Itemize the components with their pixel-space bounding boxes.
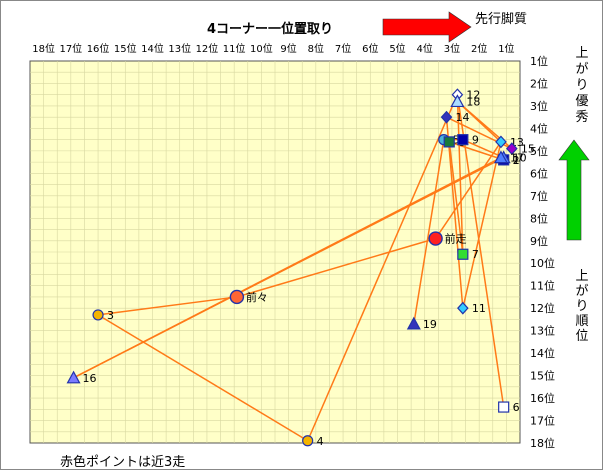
connector-line [306, 94, 459, 442]
y-tick-label: 9位 [530, 234, 548, 248]
y-tick-label: 6位 [530, 166, 548, 180]
x-tick-label: 7位 [335, 42, 351, 55]
x-tick-label: 3位 [444, 42, 460, 55]
connector-line [448, 141, 464, 255]
y-tick-label: 1位 [530, 54, 548, 68]
y-tick-label: 14位 [530, 346, 555, 360]
y-tick-label: 10位 [530, 256, 555, 270]
x-tick-label: 9位 [280, 42, 296, 55]
marker-triangle [406, 316, 421, 330]
arrow-up-icon [558, 139, 590, 241]
marker-diamond [440, 110, 453, 124]
connector-line [462, 141, 502, 309]
marker-label: 15 [521, 143, 535, 156]
y-tick-label: 2位 [530, 76, 548, 90]
marker-triangle [493, 150, 508, 164]
x-tick-label: 2位 [471, 42, 487, 55]
marker-triangle [66, 370, 81, 384]
connector-line [456, 94, 464, 255]
x-tick-label: 11位 [223, 42, 246, 55]
marker-label: 1 [513, 154, 520, 167]
connector-line [236, 237, 436, 298]
chart-note: 赤色ポイントは近3走 [60, 454, 185, 470]
connector-line [73, 156, 505, 379]
x-tick-label: 5位 [389, 42, 405, 55]
marker-label: 18 [466, 95, 480, 108]
connector-line [97, 296, 237, 316]
arrow-right-icon [382, 11, 472, 43]
marker-label: 前走 [445, 232, 467, 246]
y-tick-label: 17位 [530, 414, 555, 428]
y-label-top: 上がり優秀 [575, 46, 588, 125]
marker-recent [229, 289, 245, 305]
marker-square [457, 134, 469, 146]
y-tick-label: 7位 [530, 189, 548, 203]
marker-label: 17 [510, 152, 524, 165]
marker-label: 2 [513, 154, 520, 167]
marker-label: 14 [456, 111, 470, 124]
marker-label: 16 [83, 372, 97, 385]
y-tick-label: 16位 [530, 391, 555, 405]
x-tick-label: 10位 [250, 42, 273, 55]
chart-title: 4コーナー一位置取り [207, 21, 333, 37]
marker-label: 4 [317, 435, 324, 448]
y-tick-label: 8位 [530, 211, 548, 225]
y-tick-label: 4位 [530, 121, 548, 135]
y-tick-label: 3位 [530, 99, 548, 113]
y-tick-label: 18位 [530, 436, 555, 450]
marker-label: 9 [472, 134, 479, 147]
connector-line [462, 138, 504, 159]
marker-circle [302, 435, 314, 447]
marker-label: 11 [472, 302, 486, 315]
connector-line [456, 100, 502, 143]
marker-circle [92, 309, 104, 321]
x-tick-label: 1位 [498, 42, 514, 55]
marker-label: 7 [472, 248, 479, 261]
x-tick-label: 13位 [168, 42, 191, 55]
x-tick-label: 6位 [362, 42, 378, 55]
marker-label: 10 [513, 152, 527, 165]
marker-label: 前々 [246, 290, 268, 304]
connector-line [434, 141, 502, 239]
marker-label: 12 [466, 89, 480, 102]
x-tick-label: 8位 [308, 42, 324, 55]
marker-square [457, 248, 469, 260]
y-tick-label: 5位 [530, 144, 548, 158]
y-tick-label: 11位 [530, 279, 555, 293]
x-tick-label: 4位 [417, 42, 433, 55]
x-label-right: 先行脚質 [475, 11, 527, 27]
marker-triangle [450, 94, 465, 108]
connector-line [97, 314, 309, 442]
marker-label: 6 [513, 401, 520, 414]
marker-square [498, 401, 510, 413]
x-tick-label: 14位 [141, 42, 164, 55]
marker-diamond [457, 301, 469, 315]
y-label-bottom: 上がり順位 [575, 269, 588, 344]
marker-label: 5 [453, 134, 460, 147]
x-tick-label: 18位 [32, 42, 55, 55]
marker-recent [428, 231, 443, 246]
marker-label: 19 [423, 318, 437, 331]
y-tick-label: 15位 [530, 369, 555, 383]
marker-label: 3 [107, 309, 114, 322]
marker-square [443, 136, 455, 148]
x-tick-label: 17位 [59, 42, 82, 55]
y-tick-label: 12位 [530, 301, 555, 315]
marker-diamond [506, 142, 518, 156]
y-tick-label: 13位 [530, 324, 555, 338]
marker-diamond [495, 135, 507, 149]
connector-line [445, 117, 464, 309]
x-tick-label: 16位 [87, 42, 110, 55]
connector-line [413, 139, 445, 325]
x-tick-label: 12位 [196, 42, 219, 55]
x-tick-label: 15位 [114, 42, 137, 55]
